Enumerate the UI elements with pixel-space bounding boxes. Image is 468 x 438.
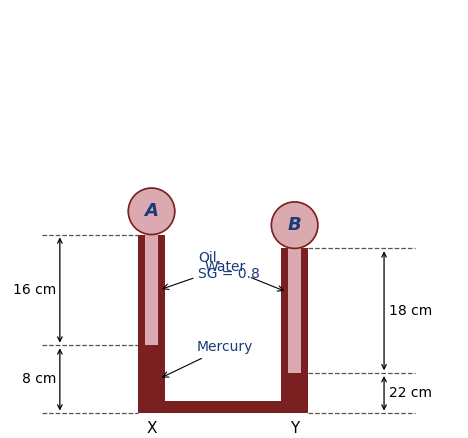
Text: A: A [145,202,159,220]
Text: 16 cm: 16 cm [13,283,56,297]
Bar [301,248,308,413]
Circle shape [271,202,318,248]
Bar [145,235,158,346]
Bar [138,401,308,413]
Text: Oil,
SG = 0.8: Oil, SG = 0.8 [163,251,260,290]
Text: X: X [146,421,157,437]
Text: Y: Y [290,421,299,437]
Text: 18 cm: 18 cm [389,304,432,318]
Bar [158,235,165,413]
Bar [288,248,301,373]
Bar [288,373,301,401]
Text: Water: Water [205,260,283,291]
Text: B: B [288,216,301,234]
Circle shape [128,188,175,235]
Bar [281,248,288,413]
Text: Mercury: Mercury [163,340,253,377]
Text: 8 cm: 8 cm [22,372,56,386]
Bar [138,235,145,413]
Bar [145,346,158,401]
Text: 22 cm: 22 cm [389,386,432,400]
Bar [158,401,288,413]
